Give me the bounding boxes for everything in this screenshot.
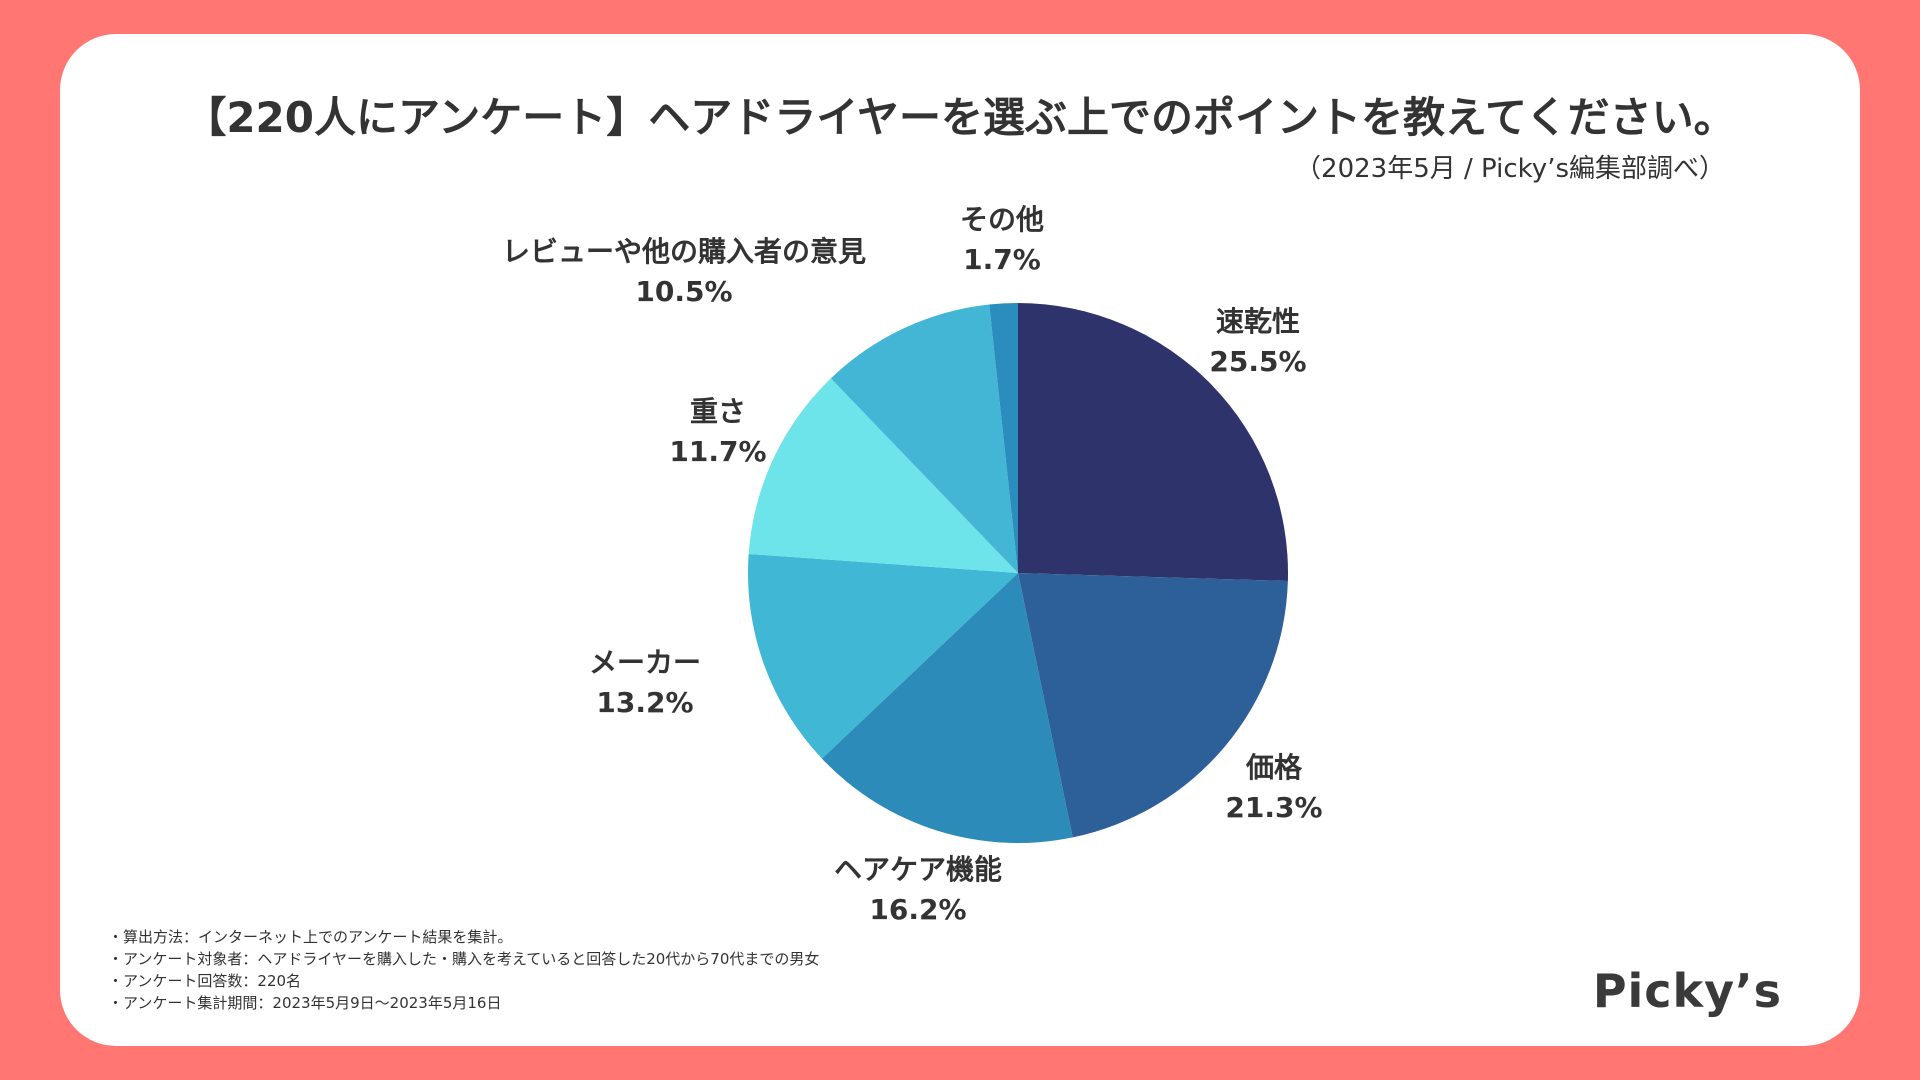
slice-label-maker-value: 13.2%: [596, 686, 694, 719]
slice-label-quick-dry: 速乾性 25.5%: [1209, 302, 1306, 382]
slice-label-other: その他 1.7%: [960, 200, 1044, 280]
pie-slice-other: [989, 303, 1018, 573]
slice-label-haircare-value: 16.2%: [869, 893, 967, 926]
slice-label-haircare: ヘアケア機能 16.2%: [834, 850, 1002, 930]
slice-label-reviews-name: レビューや他の購入者の意見: [501, 235, 867, 268]
slice-label-weight-value: 11.7%: [669, 435, 767, 468]
pie-slice-haircare: [821, 573, 1073, 843]
slice-label-reviews: レビューや他の購入者の意見 10.5%: [502, 232, 866, 312]
note-period: ・アンケート集計期間：2023年5月9日〜2023年5月16日: [108, 994, 502, 1012]
pie-slice-price: [1018, 573, 1288, 838]
pie-slice-maker: [748, 553, 1018, 759]
slice-label-maker-name: メーカー: [588, 646, 702, 679]
slice-label-quick-dry-value: 25.5%: [1209, 345, 1307, 378]
pickys-logo: Picky’s: [1592, 964, 1782, 1018]
pie-slice-quick-dry: [1018, 303, 1288, 582]
slice-label-reviews-value: 10.5%: [635, 275, 733, 308]
note-method: ・算出方法：インターネット上でのアンケート結果を集計。: [108, 928, 513, 946]
note-count: ・アンケート回答数：220名: [108, 972, 302, 990]
slice-label-other-value: 1.7%: [963, 243, 1041, 276]
slice-label-other-name: その他: [959, 203, 1045, 236]
slice-label-maker: メーカー 13.2%: [589, 643, 701, 723]
chart-title: 【220人にアンケート】ヘアドライヤーを選ぶ上でのポイントを教えてください。: [184, 93, 1736, 142]
slice-label-haircare-name: ヘアケア機能: [833, 853, 1003, 886]
note-respondents: ・アンケート対象者：ヘアドライヤーを購入した・購入を考えていると回答した20代か…: [108, 950, 820, 968]
slice-label-price: 価格 21.3%: [1225, 748, 1322, 828]
slice-label-price-name: 価格: [1245, 751, 1303, 784]
pie-slice-reviews: [830, 304, 1018, 573]
survey-source: （2023年5月 / Picky’s編集部調べ）: [1295, 154, 1725, 184]
slice-label-price-value: 21.3%: [1225, 791, 1323, 824]
slice-label-weight: 重さ 11.7%: [669, 392, 766, 472]
slice-label-quick-dry-name: 速乾性: [1215, 305, 1301, 338]
pie-slice-weight: [748, 378, 1018, 573]
slice-label-weight-name: 重さ: [689, 395, 747, 428]
survey-notes: ・算出方法：インターネット上でのアンケート結果を集計。 ・アンケート対象者：ヘア…: [108, 926, 819, 1014]
